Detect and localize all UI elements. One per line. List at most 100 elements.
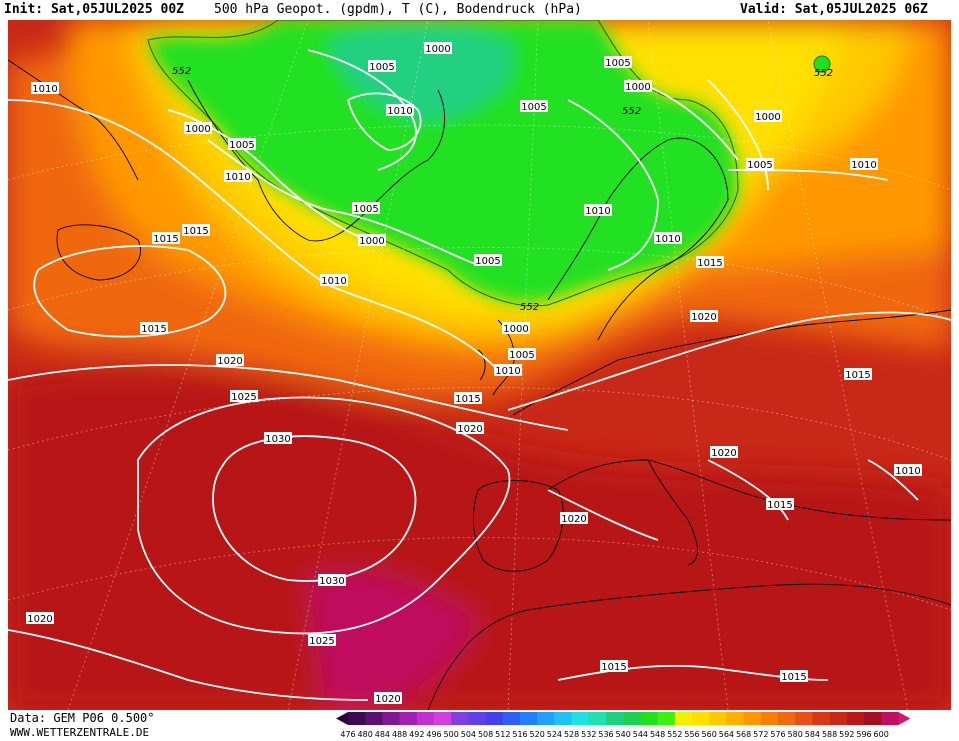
isobar-1025-high [137,396,511,635]
legend-swatch [365,712,383,725]
legend-swatch [348,712,366,725]
isobar-label: 1005 [353,204,378,215]
isobar-labels: 1000 1005 1010 1010 1000 1005 1010 1015 … [26,42,922,705]
isobar-1020-med [547,489,659,541]
legend-label: 512 [495,730,510,739]
legend-swatch [416,712,435,725]
thickness-label-552: 552 [622,106,641,117]
isobar-label: 1025 [309,636,334,647]
legend-swatch [760,712,779,725]
legend-swatch [537,712,555,725]
legend-swatch [468,712,486,725]
coast-canada [8,59,139,181]
band-magenta-south [308,573,478,710]
isobar-1005-east [707,79,769,191]
legend-label: 552 [667,730,682,739]
legend-label: 484 [375,730,390,739]
isobar-1020-atlantic [8,364,569,431]
small-552-cell [813,55,831,73]
valid-time: Valid: Sat,05JUL2025 06Z [740,2,928,17]
isobar-1015-iceland [33,245,227,338]
isobar-label: 1015 [183,226,208,237]
isobar-label: 1000 [185,124,210,135]
isobar-label: 1020 [457,424,482,435]
isobar-label: 1005 [229,140,254,151]
legend-label: 548 [650,730,665,739]
legend-swatch [674,712,693,725]
legend-swatch [709,712,727,725]
legend-label: 508 [478,730,493,739]
legend-label: 532 [581,730,596,739]
legend-swatch [451,712,469,725]
isobar-label: 1015 [153,234,178,245]
legend-label: 496 [426,730,441,739]
isobar-1010-north [346,92,422,151]
isobar-label: 1015 [767,500,792,511]
legend-swatch [554,712,572,725]
legend-label: 516 [512,730,527,739]
isobar-label: 1015 [781,672,806,683]
coast-iceland [56,224,141,281]
legend-swatch [520,712,538,725]
isobar-label: 1020 [711,448,736,459]
isobar-label: 1010 [321,276,346,287]
isobar-1010-east [727,169,889,181]
legend-swatch [606,712,624,725]
legend-label: 600 [874,730,889,739]
isobar-label: 1010 [387,106,412,117]
legend-label: 592 [839,730,854,739]
isobar-label: 1015 [697,258,722,269]
data-source: Data: GEM P06 0.500° [10,711,155,725]
isobar-label: 1010 [895,466,920,477]
thickness-label-552: 552 [172,66,191,77]
coast-iberia [473,480,564,572]
color-legend: 476 480 484 488 492 496 500 504 508 512 516 520 524 5… [336,712,911,739]
site-credit: WWW.WETTERZENTRALE.DE [10,726,150,739]
isobar-1005 [207,139,479,266]
legend-label: 520 [530,730,545,739]
legend-swatch [657,712,676,725]
thickness-label-552: 552 [520,302,539,313]
legend-swatch [623,712,641,725]
coast-mediterranean [547,459,951,521]
legend-label: 564 [719,730,734,739]
isobar-1015-balkans [707,459,789,521]
isobar-1010-east2 [867,459,919,501]
isobar-label: 1020 [691,312,716,323]
isobar-label: 1000 [359,236,384,247]
legend-swatch [864,712,882,725]
isobar-label: 1005 [605,58,630,69]
isobar-label: 1020 [27,614,52,625]
isobar-label: 1005 [475,256,500,267]
isobar-label: 1000 [425,44,450,55]
isobar-label: 1010 [851,160,876,171]
legend-label: 544 [633,730,648,739]
isobar-label: 1000 [755,112,780,123]
legend-label: 576 [770,730,785,739]
legend-arrow-left [336,712,348,725]
isobar-1030-high [212,435,417,582]
isobar-1005-norway [567,99,659,271]
init-time: Init: Sat,05JUL2025 00Z [4,2,185,17]
isobar-label: 1025 [231,392,256,403]
isobar-label: 1015 [845,370,870,381]
chart-footer: Data: GEM P06 0.500° WWW.WETTERZENTRALE.… [0,710,959,741]
isobar-label: 1005 [509,350,534,361]
isobar-label: 1010 [495,366,520,377]
legend-label: 476 [340,730,355,739]
legend-label: 500 [444,730,459,739]
legend-swatch [640,712,658,725]
isobar-label: 1010 [225,172,250,183]
coast-greenland [187,79,445,242]
coast-italy [647,459,698,566]
isobar-label: 1005 [747,160,772,171]
isobar-label: 1000 [625,82,650,93]
legend-label: 504 [461,730,476,739]
coast-north-africa [427,583,951,710]
isobar-1010 [8,99,499,371]
isobar-label: 1015 [455,394,480,405]
legend-label: 524 [547,730,562,739]
legend-label: 588 [822,730,837,739]
legend-swatch [692,712,710,725]
legend-swatch [502,712,521,725]
